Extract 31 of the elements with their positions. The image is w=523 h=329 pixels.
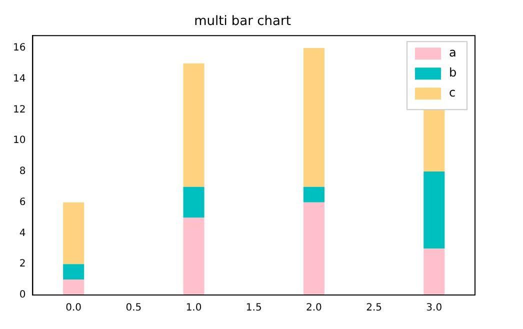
x-tick-label: 0.0 <box>66 302 82 314</box>
y-tick-label: 0 <box>19 290 26 301</box>
y-tick-label: 14 <box>12 73 26 84</box>
bar <box>183 218 204 295</box>
bar <box>183 186 204 218</box>
legend-label: a <box>449 46 456 60</box>
bar <box>63 202 84 264</box>
x-tick-label: 1.0 <box>186 302 202 314</box>
legend-label: b <box>449 66 457 80</box>
y-tick-label: 6 <box>19 196 26 208</box>
x-tick-label: 0.5 <box>126 302 142 314</box>
y-tick-label: 16 <box>12 42 26 54</box>
x-tick-label: 2.0 <box>306 302 322 314</box>
bar <box>63 280 84 295</box>
y-tick-label: 8 <box>19 166 26 178</box>
bar <box>303 48 324 187</box>
y-tick-label: 12 <box>12 104 26 116</box>
x-tick-label: 3.0 <box>426 302 442 314</box>
bar <box>63 264 84 280</box>
bar <box>183 63 204 187</box>
x-tick-label: 2.5 <box>366 302 382 314</box>
y-tick-label: 2 <box>19 258 26 270</box>
y-tick-label: 4 <box>19 228 26 239</box>
bar <box>424 171 445 249</box>
chart-title: multi bar chart <box>194 14 291 30</box>
bar <box>303 186 324 202</box>
legend-label: c <box>449 86 456 100</box>
y-tick-label: 10 <box>12 135 26 146</box>
bar <box>303 202 324 295</box>
x-tick-label: 1.5 <box>246 302 262 314</box>
bar <box>424 248 445 295</box>
